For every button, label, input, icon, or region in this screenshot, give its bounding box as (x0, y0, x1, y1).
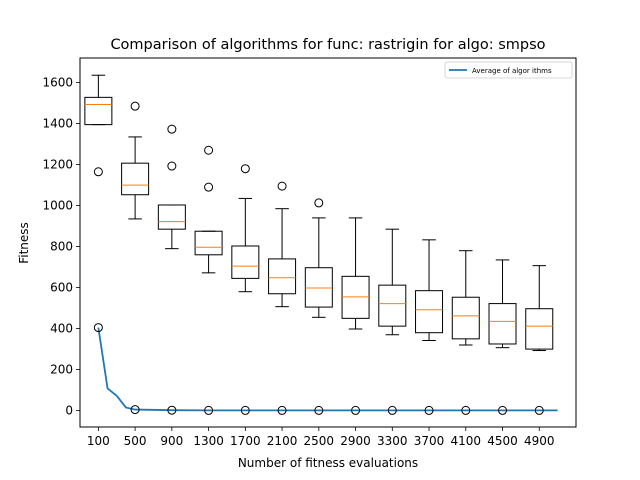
boxplot (451, 250, 480, 346)
outlier-marker (387, 405, 397, 415)
box-iqr (378, 284, 407, 327)
boxplot (304, 198, 333, 318)
box-iqr (84, 96, 113, 126)
outlier-marker (240, 164, 250, 174)
plot-frame (79, 57, 577, 428)
x-tick-label: 4100 (451, 434, 482, 448)
outlier-marker (167, 161, 177, 171)
x-tick-label: 3700 (414, 434, 445, 448)
boxplot (378, 228, 407, 336)
outlier-marker (277, 405, 287, 415)
legend-label: Average of algor ithms (472, 67, 552, 75)
outlier-marker (130, 405, 140, 415)
box-iqr (194, 230, 223, 256)
y-axis-label: Fitness (17, 222, 31, 264)
outlier-marker (314, 405, 324, 415)
outlier-marker (93, 167, 103, 177)
chart-title: Comparison of algorithms for func: rastr… (110, 37, 545, 53)
outlier-marker (130, 101, 140, 111)
outlier-marker (167, 405, 177, 415)
x-tick-label: 100 (87, 434, 110, 448)
outlier-marker (167, 124, 177, 134)
y-tick-label: 200 (50, 363, 73, 377)
box-iqr (488, 303, 517, 345)
outlier-marker (204, 405, 214, 415)
outlier-marker (424, 405, 434, 415)
y-tick-label: 1000 (42, 199, 73, 213)
x-tick-label: 2900 (340, 434, 371, 448)
boxplot (194, 145, 223, 274)
legend-box (444, 61, 573, 79)
y-tick-label: 1600 (42, 76, 73, 90)
plot-area (80, 58, 576, 427)
x-tick-label: 3300 (377, 434, 408, 448)
boxplot (525, 265, 554, 352)
boxplot (157, 124, 186, 250)
y-tick-label: 1400 (42, 117, 73, 131)
outlier-marker (314, 198, 324, 208)
x-tick-label: 4500 (487, 434, 518, 448)
outlier-marker (204, 182, 214, 192)
x-tick-label: 1700 (230, 434, 261, 448)
boxplot-group (84, 74, 554, 352)
box-iqr (341, 275, 370, 319)
x-tick-label: 500 (124, 434, 147, 448)
outlier-marker (93, 323, 103, 333)
boxplot (415, 239, 444, 341)
boxplot (488, 259, 517, 349)
outlier-marker (240, 405, 250, 415)
x-tick-label: 2500 (304, 434, 335, 448)
outlier-marker (461, 405, 471, 415)
x-tick-label: 4900 (524, 434, 555, 448)
x-tick-label: 1300 (193, 434, 224, 448)
y-axis: 0 200 400 600 800 1000 1200 1400 1600 (42, 76, 80, 418)
boxplot (231, 164, 260, 293)
box-iqr (121, 162, 150, 196)
outlier-marker (534, 405, 544, 415)
average-series (97, 327, 558, 412)
x-tick-label: 2100 (267, 434, 298, 448)
y-tick-label: 800 (50, 240, 73, 254)
x-axis: 100 500 900 1300 1700 2100 2500 2900 3300 3700 410… (87, 427, 555, 448)
outlier-marker (277, 181, 287, 191)
x-tick-label: 900 (160, 434, 183, 448)
y-tick-label: 400 (50, 322, 73, 336)
box-iqr (415, 290, 444, 334)
boxplot (84, 74, 113, 177)
legend: Average of algor ithms (444, 61, 573, 79)
box-iqr (268, 258, 297, 295)
y-tick-label: 1200 (42, 158, 73, 172)
average-line (97, 327, 558, 412)
bottom-fliers (93, 323, 544, 415)
box-iqr (451, 296, 480, 340)
outlier-marker (204, 145, 214, 155)
y-tick-label: 600 (50, 281, 73, 295)
box-iqr (525, 308, 554, 350)
box-iqr (304, 267, 333, 308)
x-axis-label: Number of fitness evaluations (238, 456, 418, 470)
boxplot (121, 101, 150, 220)
outlier-marker (498, 405, 508, 415)
outlier-marker (351, 405, 361, 415)
boxplot (268, 181, 297, 308)
y-tick-label: 0 (65, 404, 73, 418)
box-iqr (157, 204, 186, 230)
box-iqr (231, 245, 260, 279)
boxplot (341, 217, 370, 330)
